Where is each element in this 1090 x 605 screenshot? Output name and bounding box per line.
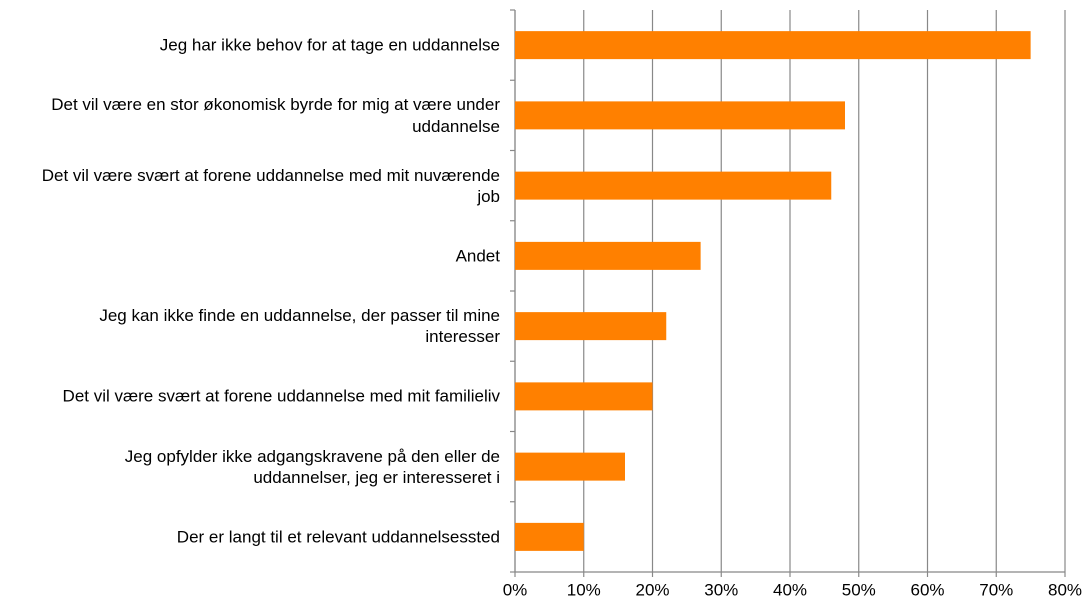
bar — [515, 101, 845, 130]
y-tick-label: Jeg har ikke behov for at tage en uddann… — [159, 35, 500, 55]
y-tick-label: Jeg kan ikke finde en uddannelse, der pa… — [99, 305, 500, 347]
bar — [515, 31, 1031, 60]
bar — [515, 241, 701, 270]
x-tick-label: 20% — [635, 580, 669, 599]
x-tick-label: 0% — [503, 580, 528, 599]
bar — [515, 522, 584, 551]
bar — [515, 382, 653, 411]
x-tick-label: 70% — [979, 580, 1013, 599]
x-tick-label: 30% — [704, 580, 738, 599]
x-tick-label: 50% — [842, 580, 876, 599]
x-tick-label: 40% — [773, 580, 807, 599]
y-tick-label: Andet — [455, 246, 500, 266]
bar — [515, 312, 667, 341]
x-tick-label: 60% — [910, 580, 944, 599]
bar — [515, 171, 832, 200]
x-tick-label: 80% — [1048, 580, 1082, 599]
bar — [515, 452, 625, 481]
y-tick-label: Det vil være svært at forene uddannelse … — [62, 386, 500, 406]
y-tick-label: Jeg opfylder ikke adgangskravene på den … — [124, 446, 500, 487]
x-tick-label: 10% — [567, 580, 601, 599]
y-tick-label: Der er langt til et relevant uddannelses… — [176, 527, 500, 547]
y-tick-label: Det vil være en stor økonomisk byrde for… — [51, 95, 500, 136]
y-tick-label: Det vil være svært at forene uddannelse … — [41, 165, 500, 206]
